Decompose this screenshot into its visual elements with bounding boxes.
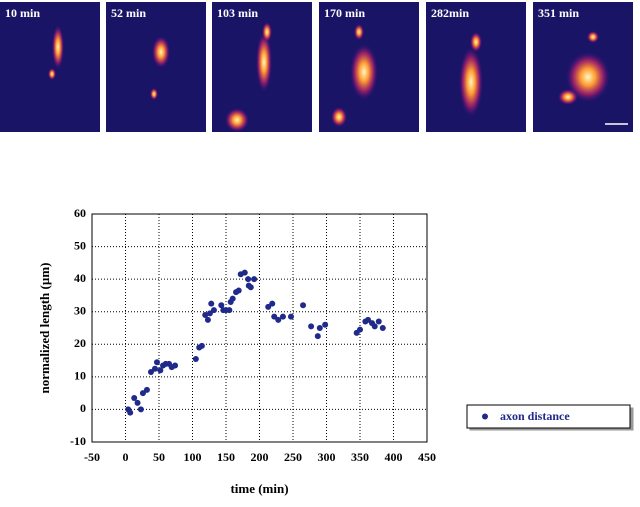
x-axis-title: time (min) (230, 481, 288, 496)
data-point (235, 287, 242, 294)
x-tick-label: 200 (251, 450, 269, 464)
panel-label: 52 min (111, 6, 146, 20)
data-point (198, 342, 205, 349)
y-tick-label: 30 (74, 303, 86, 317)
panel-label: 170 min (324, 6, 365, 20)
data-point (322, 321, 329, 328)
data-point (229, 295, 236, 302)
data-point (251, 276, 258, 283)
data-point (245, 276, 252, 283)
data-point (371, 323, 378, 330)
data-point (153, 359, 160, 366)
data-point (308, 323, 315, 330)
fluorescence (470, 32, 482, 52)
data-point (271, 313, 278, 320)
data-point (157, 367, 164, 374)
fluorescence (350, 44, 378, 100)
data-point (218, 302, 225, 309)
y-tick-label: 0 (80, 401, 86, 415)
x-tick-label: 450 (418, 450, 436, 464)
fluorescence (459, 47, 483, 117)
data-point (300, 302, 307, 309)
microscopy-image (0, 2, 100, 132)
plot-frame (91, 213, 428, 443)
fluorescence (225, 108, 249, 132)
fluorescence (48, 68, 56, 80)
data-point (314, 333, 321, 340)
data-point (192, 355, 199, 362)
data-point (208, 300, 215, 307)
y-tick-label: -10 (70, 434, 86, 448)
data-point (131, 395, 138, 402)
panel-label: 103 min (217, 6, 258, 20)
data-point (265, 303, 272, 310)
fluorescence (256, 32, 272, 92)
data-point (139, 390, 146, 397)
data-point (204, 316, 211, 323)
fluorescence (331, 107, 347, 127)
data-point (269, 300, 276, 307)
x-tick-label: 0 (123, 450, 129, 464)
data-point (247, 284, 254, 291)
panel-label: 351 min (538, 6, 579, 20)
scatter-plot: -50 0 50 100 150 200 250 300 350 400 450 -10 0 10 20 30… (37, 206, 631, 496)
data-point (134, 399, 141, 406)
fluorescence (262, 22, 272, 42)
legend-label: axon distance (500, 409, 570, 423)
fluorescence (587, 31, 599, 43)
data-point (316, 325, 323, 331)
data-point (287, 313, 294, 320)
x-tick-label: 150 (217, 450, 235, 464)
data-point (226, 307, 233, 314)
data-point (127, 409, 134, 416)
data-point (210, 307, 217, 314)
image-strip: 10 min 52 min 103 min 170 min 282min 351 min (0, 2, 633, 132)
x-tick-label: 300 (318, 450, 336, 464)
fluorescence (354, 24, 364, 40)
x-tick-label: 250 (284, 450, 302, 464)
fluorescence (152, 36, 170, 68)
y-tick-label: 60 (74, 206, 86, 220)
fluorescence (150, 88, 158, 100)
data-point (279, 313, 286, 320)
data-point (147, 368, 154, 375)
y-axis-title: normalized length (µm) (37, 263, 52, 394)
data-point (241, 269, 248, 276)
data-point (357, 326, 363, 333)
fluorescence (566, 52, 610, 102)
fluorescence (558, 89, 578, 105)
x-tick-label: 50 (153, 450, 165, 464)
data-point (202, 311, 209, 318)
data-point (137, 406, 144, 413)
fluorescence (52, 25, 64, 69)
legend-box (466, 404, 631, 429)
x-tick-label: -50 (84, 450, 100, 464)
data-point (375, 318, 382, 325)
panel-label: 282min (431, 6, 469, 20)
panel-label: 10 min (5, 6, 40, 20)
y-tick-label: 20 (74, 336, 86, 350)
data-point (151, 365, 158, 372)
data-point (365, 316, 372, 323)
y-tick-label: 50 (74, 238, 86, 252)
microscopy-image (106, 2, 206, 132)
y-tick-label: 10 (74, 369, 86, 383)
y-tick-label: 40 (74, 271, 86, 285)
data-point (275, 316, 282, 323)
data-point (143, 386, 150, 393)
data-point (379, 325, 386, 331)
x-tick-label: 100 (184, 450, 202, 464)
legend-marker (482, 413, 488, 420)
x-tick-label: 350 (351, 450, 369, 464)
data-point (206, 310, 213, 317)
x-tick-label: 400 (385, 450, 403, 464)
data-point (172, 362, 179, 369)
